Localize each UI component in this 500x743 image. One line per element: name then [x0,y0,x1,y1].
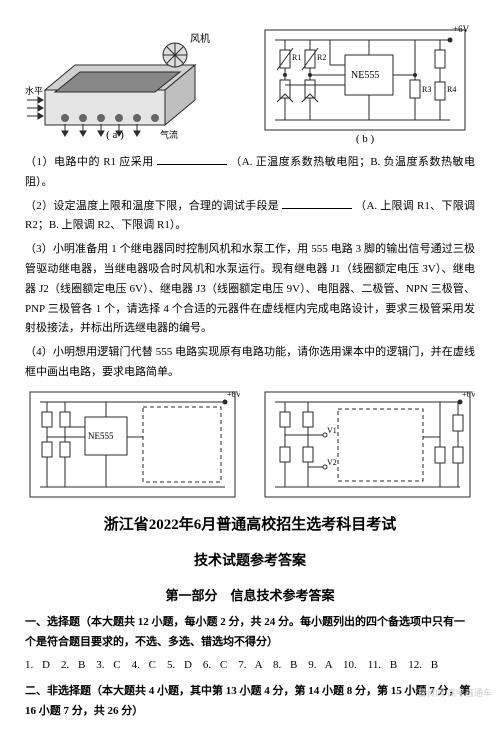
answer-title-3: 第一部分 信息技术参考答案 [25,584,475,607]
v2-label: V2 [327,458,337,467]
figure-a-label: ( a ) [106,129,124,140]
section-1-answers: 1. D 2. B 3. C 4. C 5. D 6. C 7. A 8. B … [25,656,475,676]
label-6v-d: +6V [462,390,475,399]
answer-title-1: 浙江省2022年6月普通高校招生选考科目考试 [25,512,475,539]
question-3: （3）小明准备用 1 个继电器同时控制风机和水泵工作，用 555 电路 3 脚的… [25,240,475,339]
q2-blank [282,197,352,209]
figure-c: +6V NE555 [25,387,240,502]
r2-label: R2 [317,53,326,62]
question-2: （2）设定温度上限和温度下限，合理的调试手段是 （A. 上限调 R1、下限调 R… [25,197,475,237]
figure-d: +6V V1 V2 [260,387,475,502]
q2-text-a: （2）设定温度上限和温度下限，合理的调试手段是 [25,200,279,212]
chip-label-b: NE555 [351,70,379,81]
watermark: 普资网 高考直通车 [417,685,492,701]
label-fan: 风机 [190,32,210,45]
r1-label: R1 [292,53,301,62]
question-1: （1）电路中的 R1 应采用 （A. 正温度系数热敏电阻；B. 负温度系数热敏电… [25,153,475,193]
r4-label: R4 [447,85,456,94]
label-6v-b: +6V [453,24,470,34]
figure-row-top: 风机 水平 气流 ( a ) [25,20,475,145]
r3-label: R3 [422,85,431,94]
q1-blank [157,153,227,165]
figure-b: +6V NE555 R1 R2 R3 R4 ( b ) [255,20,475,145]
label-water: 水平 [25,85,43,96]
question-4: （4）小明想用逻辑门代替 555 电路实现原有电路功能，请你选用课本中的逻辑门，… [25,343,475,383]
section-1-heading: 一、选择题（本大题共 12 小题，每小题 2 分，共 24 分。每小题列出的四个… [25,613,475,653]
q1-text-a: （1）电路中的 R1 应采用 [25,156,154,168]
label-air: 气流 [160,129,178,140]
figure-a: 风机 水平 气流 ( a ) [25,20,225,140]
figure-row-bottom: +6V NE555 [25,387,475,502]
figure-b-label: ( b ) [356,133,375,145]
section-2-heading: 二、非选择题（本大题共 4 小题，其中第 13 小题 4 分，第 14 小题 8… [25,682,475,722]
label-6v-c: +6V [227,390,240,399]
answer-title-2: 技术试题参考答案 [25,549,475,574]
chip-label-c: NE555 [88,431,114,441]
v1-label: V1 [327,426,337,435]
